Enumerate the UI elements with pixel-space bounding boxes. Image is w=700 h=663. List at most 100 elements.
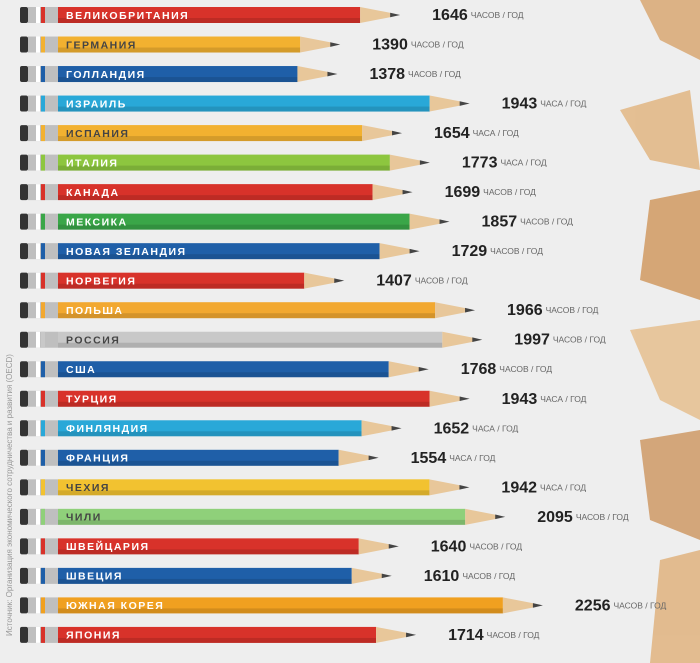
ferrule-stripe [41, 538, 45, 555]
value-number: 1390 [372, 37, 408, 54]
category-label: ЧИЛИ [66, 512, 102, 524]
ferrule-stripe [41, 567, 45, 584]
pencil: ЧЕХИЯ 1942 ЧАСА / ГОД [20, 479, 586, 497]
pencil-body [58, 154, 390, 171]
pencil-body [58, 243, 380, 260]
ferrule-stripe [41, 243, 45, 260]
ferrule-stripe [36, 66, 40, 83]
pencil-wood [389, 154, 421, 171]
pencil-shade [58, 313, 436, 319]
pencil-cap [20, 213, 28, 230]
pencil-body [58, 66, 298, 83]
pencil-body [58, 626, 377, 643]
value-units: ЧАСОВ / ГОД [546, 305, 599, 315]
pencil-lead [439, 219, 450, 224]
ferrule-stripe [36, 243, 40, 260]
ferrule-stripe [41, 66, 45, 83]
pencil-body [58, 331, 443, 348]
pencil-lead [388, 544, 399, 549]
pencil-shade [58, 224, 410, 230]
category-label: ИСПАНИЯ [66, 128, 129, 140]
category-label: ТУРЦИЯ [66, 394, 118, 406]
pencil-wood [429, 95, 461, 112]
pencil-cap [20, 7, 28, 23]
ferrule-stripe [41, 125, 45, 142]
category-label: ГОЛЛАНДИЯ [66, 69, 146, 81]
value-label: 1729 ЧАСОВ / ГОД [452, 243, 544, 260]
pencil-wood [409, 213, 441, 230]
pencil-cap [20, 567, 28, 584]
category-label: ГЕРМАНИЯ [66, 39, 137, 51]
pencil-shade [58, 165, 390, 171]
pencil-shade [58, 283, 305, 289]
pencil-cap [20, 184, 28, 201]
pencil-lead [330, 42, 341, 47]
ferrule-stripe [36, 567, 40, 584]
shavings [620, 0, 700, 663]
pencil-cap [20, 36, 28, 53]
category-label: ЧЕХИЯ [66, 482, 110, 494]
pencil-wood [358, 538, 390, 555]
category-label: ШВЕЦИЯ [66, 571, 123, 583]
pencil-wood [304, 272, 336, 289]
pencil-shade [58, 549, 359, 555]
source: Источник: Организация экономического сот… [5, 354, 14, 636]
pencil-cap [20, 420, 28, 437]
pencil-body [58, 420, 362, 437]
value-units: ЧАСОВ / ГОД [576, 512, 629, 522]
value-number: 1407 [376, 273, 412, 290]
pencil-wood [351, 567, 383, 584]
category-label: ВЕЛИКОБРИТАНИЯ [66, 10, 189, 22]
pencil: ИЗРАИЛЬ 1943 ЧАСА / ГОД [20, 95, 587, 113]
value-label: 1646 ЧАСОВ / ГОД [432, 7, 524, 24]
pencil-shade [58, 18, 361, 23]
value-units: ЧАСА / ГОД [449, 453, 495, 463]
pencil-cap [20, 243, 28, 260]
pencil-shade [58, 490, 430, 496]
value-units: ЧАСА / ГОД [540, 483, 586, 493]
category-label: ПОЛЬША [66, 305, 124, 317]
pencil: ТУРЦИЯ 1943 ЧАСА / ГОД [20, 390, 587, 408]
category-label: ШВЕЙЦАРИЯ [66, 540, 150, 553]
value-units: ЧАСА / ГОД [473, 128, 519, 138]
value-number: 1699 [445, 184, 481, 201]
pencil-cap [20, 390, 28, 407]
value-units: ЧАСОВ / ГОД [415, 276, 468, 286]
pencil-wood [361, 420, 393, 437]
ferrule-stripe [36, 361, 40, 378]
pencil-wood [429, 390, 461, 407]
pencil-body [58, 272, 305, 289]
pencil-lead [402, 189, 413, 195]
value-label: 1554 ЧАСА / ГОД [411, 450, 496, 467]
pencil-wood [338, 449, 370, 466]
ferrule-stripe [41, 184, 45, 201]
pencil: ЯПОНИЯ 1714 ЧАСОВ / ГОД [20, 626, 540, 644]
pencil-wood [435, 302, 467, 319]
pencil: ГЕРМАНИЯ 1390 ЧАСОВ / ГОД [20, 36, 464, 54]
ferrule-stripe [41, 420, 45, 437]
ferrule-stripe [36, 36, 40, 53]
value-units: ЧАСОВ / ГОД [411, 40, 464, 50]
value-label: 1640 ЧАСОВ / ГОД [431, 539, 523, 556]
value-number: 1378 [369, 66, 405, 83]
pencil: НОРВЕГИЯ 1407 ЧАСОВ / ГОД [20, 272, 468, 290]
pencil-shade [58, 578, 352, 584]
value-units: ЧАСОВ / ГОД [487, 630, 540, 640]
pencil-lead [406, 632, 417, 638]
pencil-body [58, 597, 503, 614]
pencil: НОВАЯ ЗЕЛАНДИЯ 1729 ЧАСОВ / ГОД [20, 243, 543, 260]
pencil-lead [465, 307, 476, 313]
value-number: 1942 [501, 480, 537, 497]
value-label: 1407 ЧАСОВ / ГОД [376, 273, 468, 290]
pencil-body [58, 538, 359, 555]
pencil: ШВЕЦИЯ 1610 ЧАСОВ / ГОД [20, 567, 515, 585]
value-number: 1966 [507, 302, 543, 319]
pencil-lead [495, 514, 506, 520]
pencil-cap [20, 479, 28, 496]
value-number: 1857 [482, 214, 518, 231]
pencil-cap [20, 508, 28, 525]
pencil-lead [368, 455, 379, 461]
value-number: 1646 [432, 7, 468, 24]
pencil-cap [20, 302, 28, 319]
pencil-shade [58, 431, 362, 437]
